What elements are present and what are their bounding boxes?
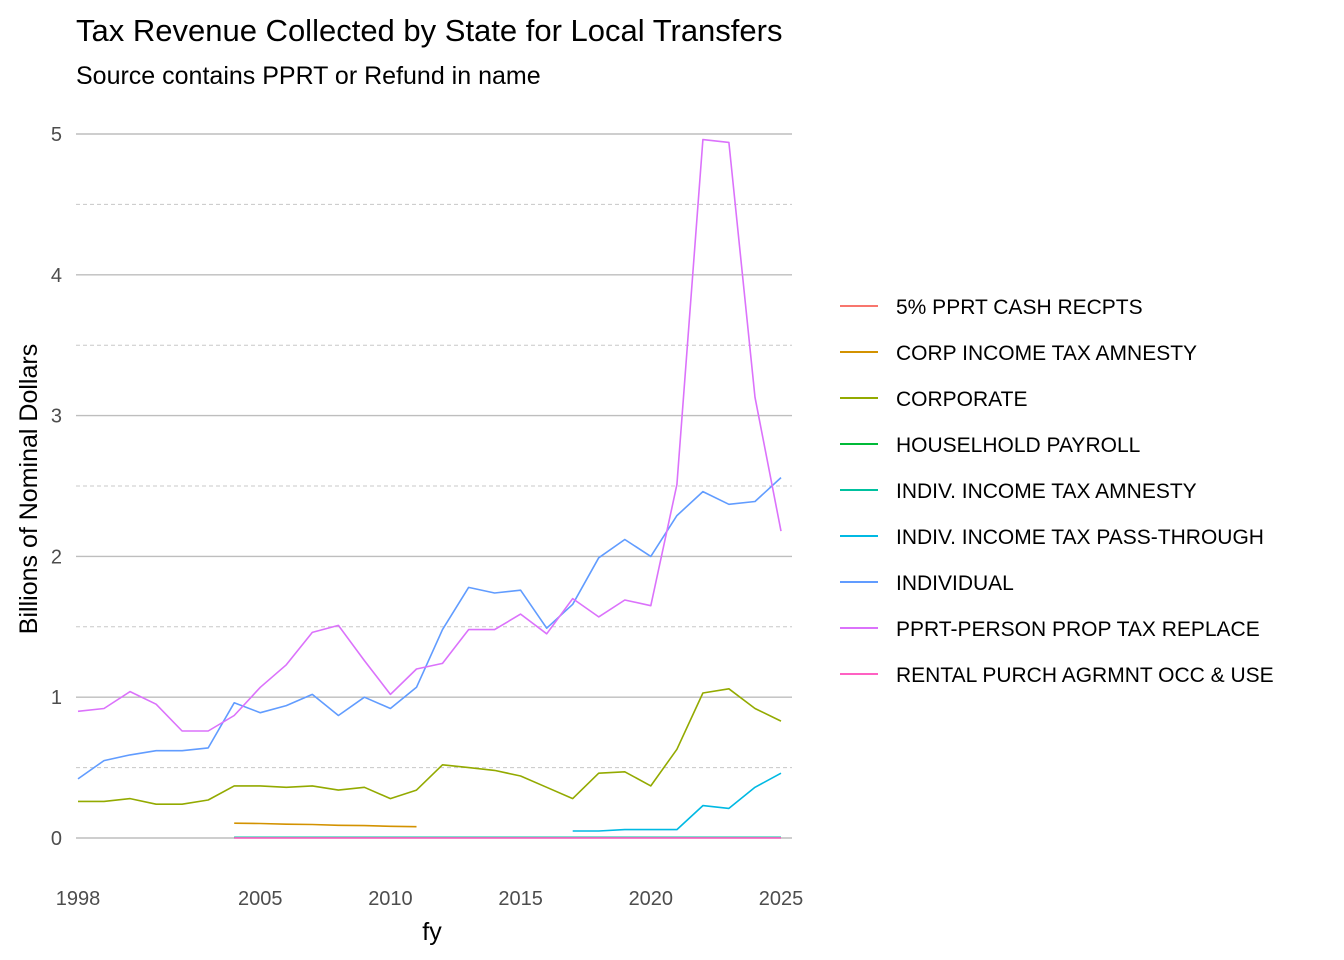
legend-label: PPRT-PERSON PROP TAX REPLACE: [896, 618, 1260, 641]
legend-label: 5% PPRT CASH RECPTS: [896, 296, 1143, 319]
chart-title: Tax Revenue Collected by State for Local…: [76, 13, 782, 48]
x-tick-label: 2010: [368, 888, 413, 910]
series-line: [77, 477, 782, 780]
x-tick-label: 2005: [238, 888, 283, 910]
series-line: [77, 138, 782, 732]
y-tick-label: 4: [51, 265, 62, 287]
legend-label: RENTAL PURCH AGRMNT OCC & USE: [896, 664, 1274, 687]
y-tick-label: 5: [51, 124, 62, 146]
legend-label: INDIVIDUAL: [896, 572, 1014, 595]
legend: 5% PPRT CASH RECPTS CORP INCOME TAX AMNES…: [840, 296, 1274, 687]
series-line: [234, 822, 417, 828]
legend-label: CORPORATE: [896, 388, 1027, 411]
y-axis-ticks: 0 1 2 3 4 5: [51, 124, 62, 850]
minor-gridlines: [76, 203, 792, 769]
series-line: [572, 772, 782, 832]
y-tick-label: 0: [51, 828, 62, 850]
x-axis-title: fy: [422, 918, 442, 946]
chart-subtitle: Source contains PPRT or Refund in name: [76, 62, 541, 90]
series-line: [78, 688, 782, 805]
y-tick-label: 2: [51, 546, 62, 568]
x-tick-label: 2015: [498, 888, 543, 910]
y-axis-title: Billions of Nominal Dollars: [15, 344, 43, 634]
legend-label: INDIV. INCOME TAX PASS-THROUGH: [896, 526, 1264, 549]
x-tick-label: 1998: [56, 888, 101, 910]
x-tick-label: 2025: [759, 888, 804, 910]
legend-label: HOUSELHOLD PAYROLL: [896, 434, 1140, 457]
y-tick-label: 1: [51, 687, 62, 709]
x-tick-label: 2020: [629, 888, 674, 910]
x-axis-ticks: 1998 2005 2010 2015 2020 2025: [56, 888, 804, 910]
series-lines: [77, 138, 782, 839]
legend-label: INDIV. INCOME TAX AMNESTY: [896, 480, 1197, 503]
legend-label: CORP INCOME TAX AMNESTY: [896, 342, 1197, 365]
y-tick-label: 3: [51, 406, 62, 428]
